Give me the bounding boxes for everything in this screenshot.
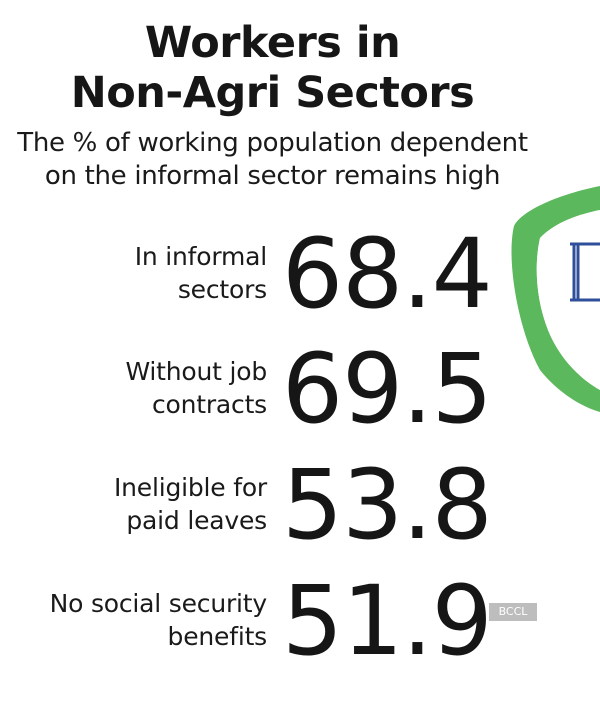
blue-bracket-shape xyxy=(570,242,600,302)
stat-value-no-contract: 69.5 xyxy=(282,333,493,445)
stat-label-line-2: benefits xyxy=(167,622,268,651)
stat-label-line-2: sectors xyxy=(177,275,267,304)
page-title: Workers in Non-Agri Sectors xyxy=(0,18,545,118)
stat-label-line-1: No social security xyxy=(49,589,268,618)
stat-label-informal: In informal sectors xyxy=(7,240,268,306)
stat-value-paid-leaves: 53.8 xyxy=(282,449,493,561)
subtitle: The % of working population dependent on… xyxy=(0,127,545,193)
subtitle-line-2: on the informal sector remains high xyxy=(44,161,501,191)
stat-label-line-2: paid leaves xyxy=(126,506,267,535)
subtitle-line-1: The % of working population dependent xyxy=(17,128,528,158)
stat-label-line-2: contracts xyxy=(151,390,267,419)
stat-label-paid-leaves: Ineligible for paid leaves xyxy=(7,471,267,537)
title-line-2: Non-Agri Sectors xyxy=(70,68,475,118)
stat-value-informal: 68.4 xyxy=(282,218,493,330)
stat-label-social-security: No social security benefits xyxy=(7,587,268,653)
stat-value-social-security: 51.9 xyxy=(282,565,493,677)
decorative-shield-graphic xyxy=(511,186,600,412)
stat-label-line-1: Without job xyxy=(125,357,267,386)
stat-label-line-1: Ineligible for xyxy=(113,473,267,502)
stat-label-line-1: In informal xyxy=(134,242,268,271)
title-line-1: Workers in xyxy=(144,18,401,68)
green-shield-shape xyxy=(511,186,600,412)
stat-label-no-contract: Without job contracts xyxy=(7,355,267,421)
bccl-watermark: BCCL xyxy=(489,603,537,621)
